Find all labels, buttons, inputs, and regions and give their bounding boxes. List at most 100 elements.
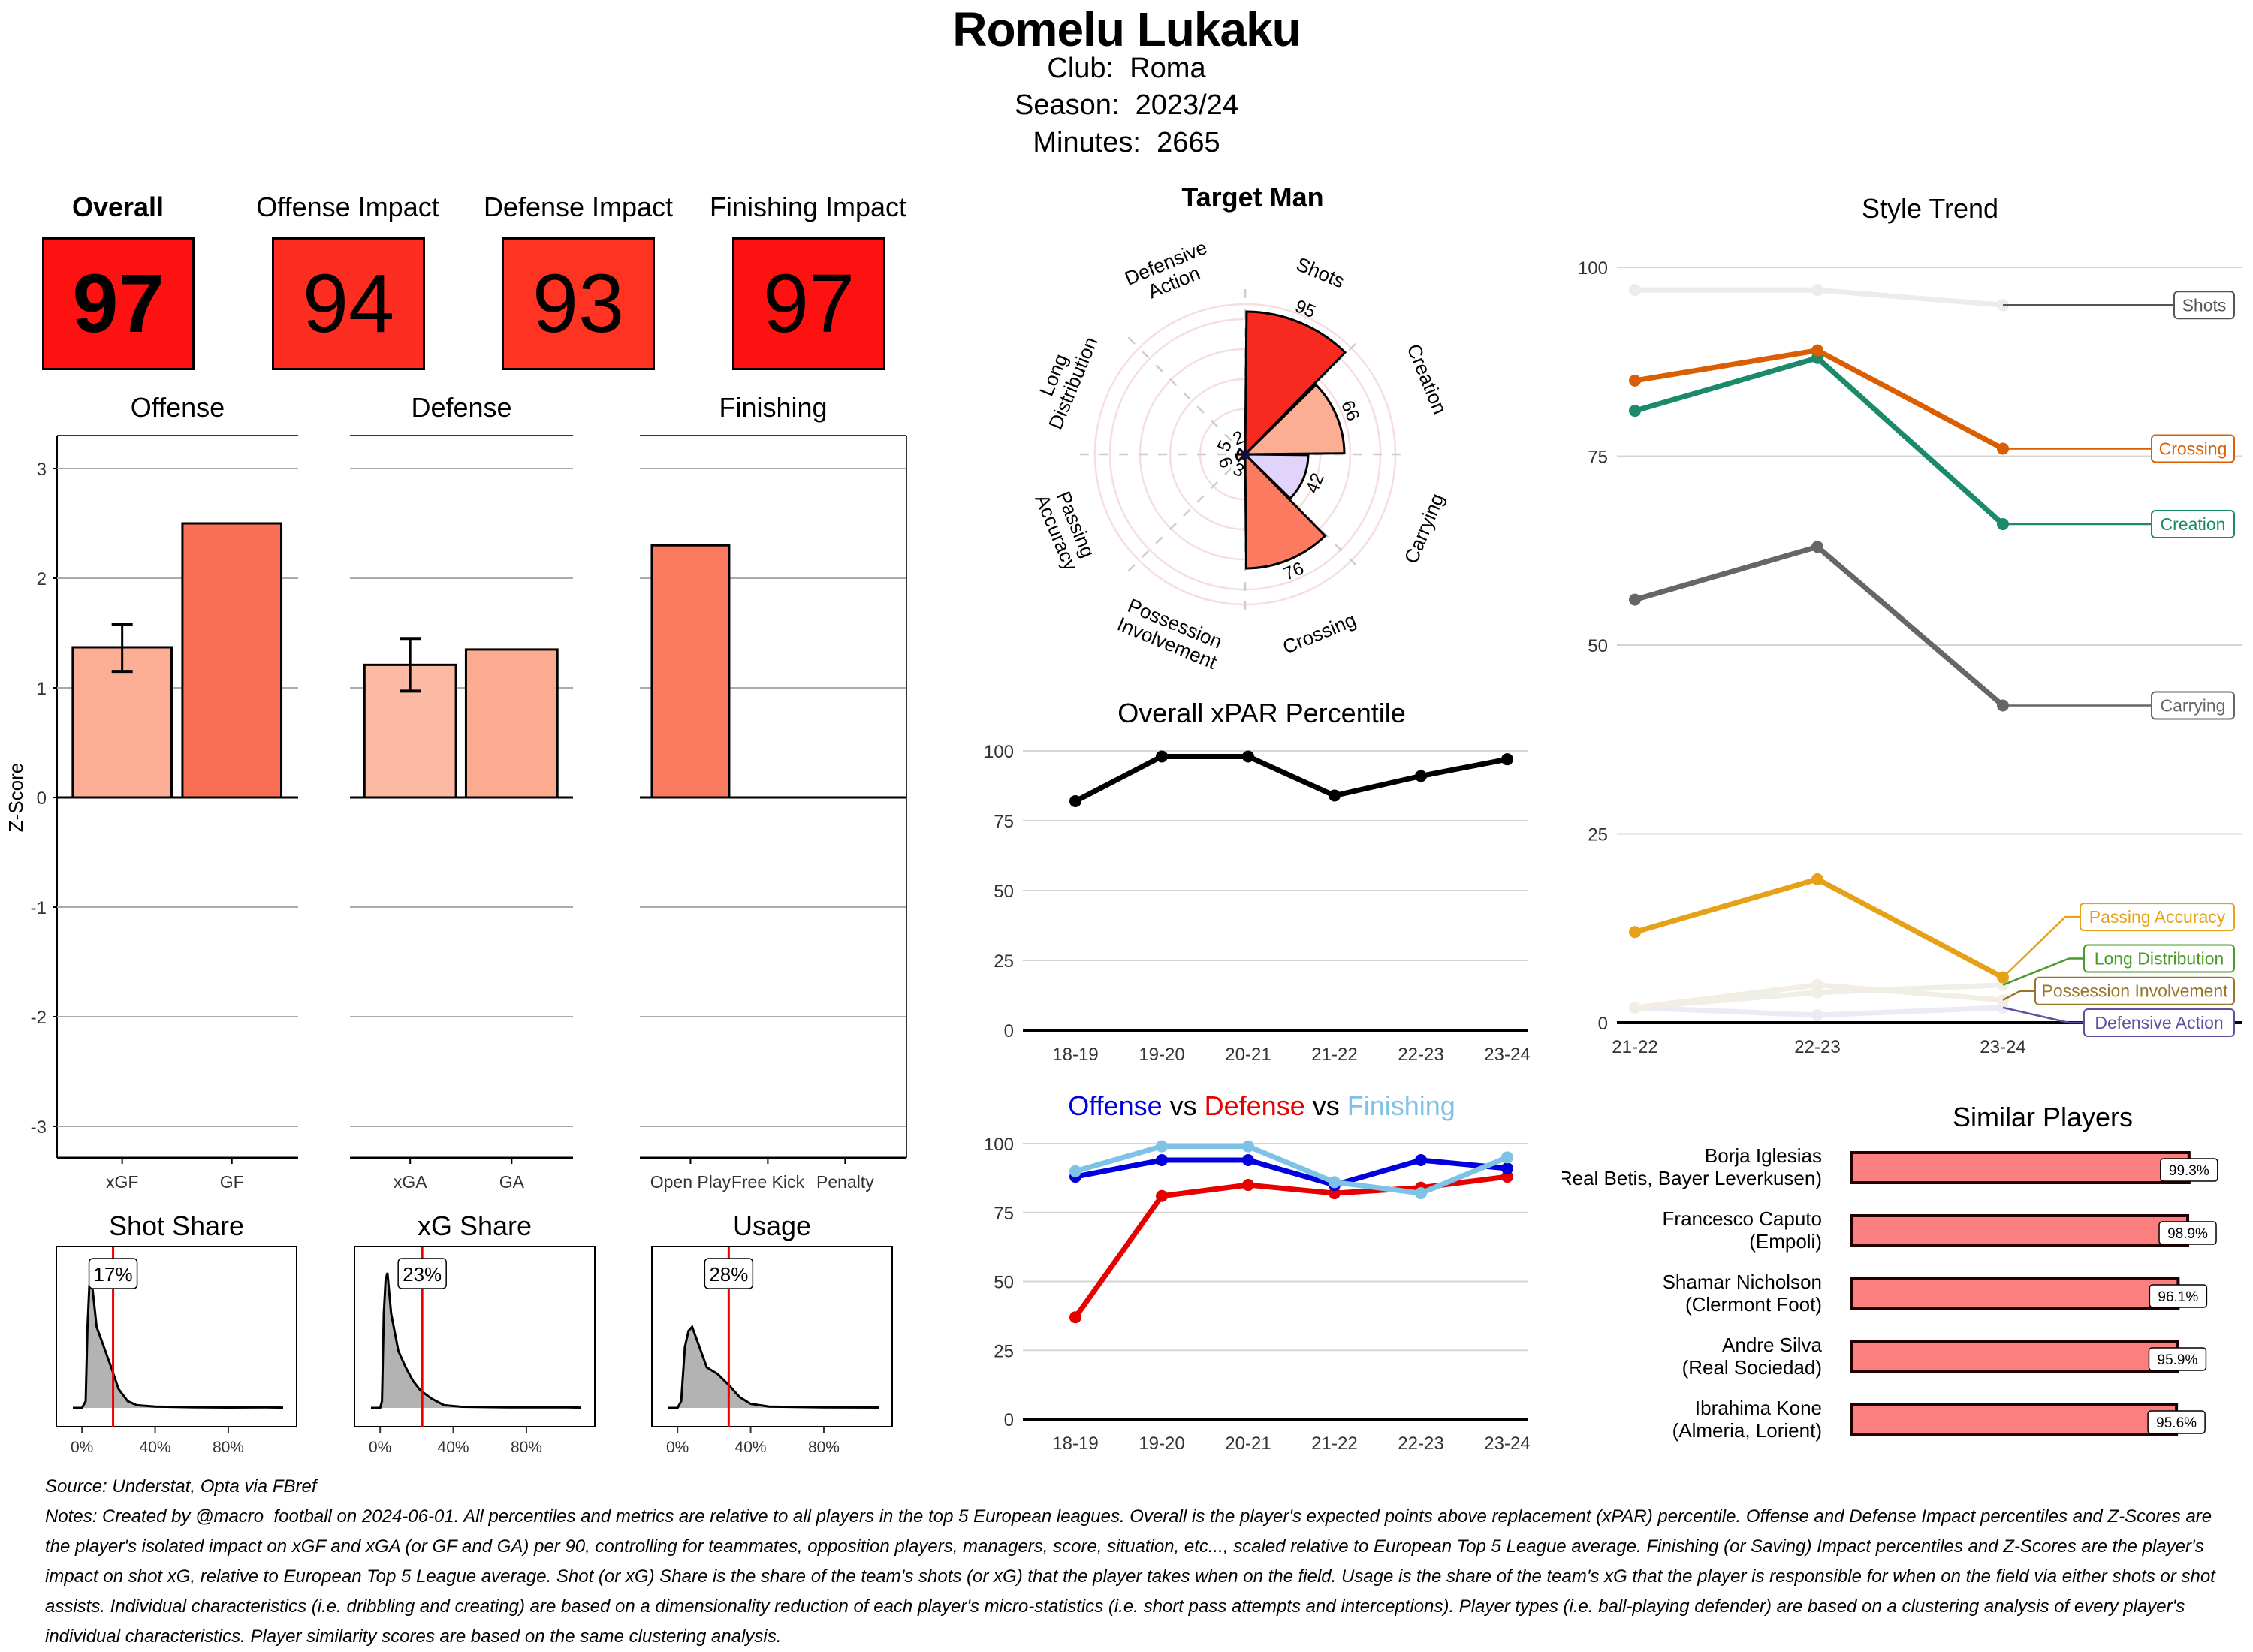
title-part: Finishing	[1340, 1090, 1455, 1121]
radar-value-label: 95	[1292, 296, 1319, 322]
similarity-bar	[1850, 1340, 2179, 1373]
x-tick-label: GA	[499, 1172, 525, 1192]
notes-line: Notes: Created by @macro_football on 202…	[45, 1506, 2212, 1527]
x-tick-label: 80%	[808, 1439, 840, 1456]
data-point	[1156, 1154, 1168, 1167]
panel-title: Usage	[733, 1210, 811, 1241]
data-point	[1329, 1187, 1341, 1200]
radar-value-label: 5	[1214, 438, 1236, 455]
similarity-label-box	[2149, 1284, 2208, 1308]
radar-axis-label-line: Carrying	[1400, 490, 1449, 567]
radar-axis-label: Crossing	[1280, 608, 1359, 659]
density-line	[73, 1277, 284, 1409]
x-tick-label: Penalty	[816, 1172, 874, 1192]
series-line	[1074, 753, 1508, 804]
series-label: Carrying	[2161, 695, 2226, 715]
series-label-box	[2151, 510, 2235, 539]
series-label-box	[2083, 944, 2235, 973]
series-label-box	[2083, 1008, 2235, 1037]
series-line	[1634, 876, 2004, 980]
player-name: Ibrahima Kone	[1695, 1397, 1822, 1419]
y-tick-label: 25	[1588, 825, 1608, 846]
similarity-label-box	[2148, 1347, 2207, 1371]
title-part: vs	[1163, 1090, 1197, 1121]
x-tick-label: 40%	[735, 1439, 767, 1456]
similarity-label-box	[2158, 1221, 2217, 1245]
style-trend-chart: Style Trend 0 25 50 75 100 21-22 22-23 23-24 Shot…	[1578, 193, 2242, 1057]
data-point	[1501, 1151, 1513, 1164]
title-part: Offense	[1068, 1090, 1162, 1121]
data-point	[1069, 794, 1081, 807]
similarity-bar	[1850, 1151, 2191, 1184]
player-clubs: (Real Betis, Bayer Leverkusen)	[1562, 1167, 1822, 1189]
x-tick-label: 20-21	[1225, 1045, 1271, 1065]
x-tick-label: Open Play	[650, 1172, 731, 1192]
similar-players-chart: Similar Players Borja Iglesias(Real Betis…	[1562, 1102, 2218, 1442]
y-tick-label: 75	[994, 1204, 1014, 1224]
density-area	[73, 1277, 283, 1408]
data-point	[1415, 1187, 1427, 1200]
density-line	[371, 1272, 582, 1409]
y-tick-label: 0	[1598, 1014, 1608, 1034]
score-label-defense: Defense Impact	[483, 191, 674, 222]
x-tick-label: 40%	[438, 1439, 469, 1456]
label-connector	[2002, 990, 2035, 1001]
y-tick-label: 25	[994, 1341, 1014, 1361]
similarity-label: 95.9%	[2158, 1352, 2198, 1368]
panel-title: Defense	[411, 392, 511, 423]
series-label-box	[2173, 291, 2235, 320]
data-point	[1415, 1154, 1427, 1167]
footer-notes: Source: Understat, Opta via FBref Notes:…	[45, 1472, 2238, 1652]
x-tick-label: 19-20	[1139, 1433, 1184, 1449]
series-line	[1073, 1174, 1508, 1319]
value-label-box	[88, 1258, 138, 1289]
minutes-value: 2665	[1157, 127, 1220, 158]
panel-title: Offense	[131, 392, 225, 423]
y-tick-label: 2	[37, 569, 47, 589]
player-name: Andre Silva	[1722, 1334, 1822, 1356]
data-point	[1069, 1311, 1081, 1324]
season-value: 2023/24	[1135, 89, 1238, 121]
minutes-label: Minutes:	[1033, 127, 1141, 158]
y-tick-label: 100	[984, 742, 1014, 762]
series-label: Crossing	[2159, 439, 2227, 458]
radar-axis-label-line: Creation	[1403, 341, 1452, 418]
x-tick-label: 80%	[213, 1439, 244, 1456]
series-label: Long Distribution	[2095, 948, 2224, 968]
data-point	[1811, 344, 1823, 357]
y-tick-label: 100	[984, 1135, 1014, 1155]
data-point	[1501, 1171, 1513, 1183]
player-clubs: (Almeria, Lorient)	[1672, 1419, 1822, 1442]
similarity-label: 96.1%	[2158, 1289, 2198, 1305]
similarity-label: 99.3%	[2169, 1163, 2209, 1179]
x-tick-label: 21-22	[1311, 1045, 1357, 1065]
data-point	[1629, 926, 1641, 939]
radar-bar	[1244, 310, 1347, 457]
data-point	[1156, 1140, 1168, 1153]
radar-value-label: 66	[1337, 398, 1363, 424]
y-tick-label: 1	[37, 679, 47, 699]
data-point	[1811, 978, 1823, 991]
data-point	[1629, 593, 1641, 606]
player-clubs: (Clermont Foot)	[1685, 1293, 1822, 1316]
data-point	[1242, 1179, 1254, 1192]
data-point	[1242, 1154, 1254, 1167]
series-label: Possession Involvement	[2041, 981, 2228, 1001]
value-label: 23%	[403, 1263, 442, 1286]
label-connector	[2002, 1006, 2084, 1024]
score-label-offense: Offense Impact	[256, 191, 439, 222]
data-point	[1811, 284, 1823, 297]
data-point	[1811, 1008, 1823, 1021]
similarity-bar	[1850, 1214, 2190, 1247]
notes-line: assists. Individual characteristics (i.e…	[45, 1596, 2185, 1617]
score-box-overall: 97	[42, 237, 195, 370]
x-tick-label: xGF	[106, 1172, 138, 1192]
x-tick-label: 22-23	[1398, 1045, 1443, 1065]
minutes-line: Minutes: 2665	[0, 127, 2253, 159]
y-tick-label: 50	[994, 882, 1014, 902]
series-line	[1634, 544, 2005, 708]
radar-axis-label: Creation	[1403, 341, 1452, 418]
panel-frame	[651, 1246, 893, 1427]
